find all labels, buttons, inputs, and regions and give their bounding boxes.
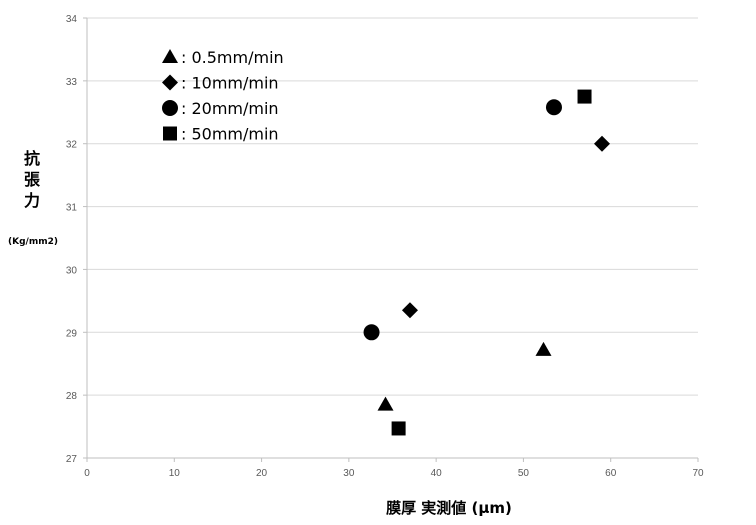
y-axis-title-char-2: 張	[24, 170, 41, 189]
y-tick-label-0: 27	[66, 454, 78, 465]
point-diamond-1	[401, 302, 418, 319]
x-tick-label-0: 0	[84, 468, 90, 479]
x-tick-labels: 0 10 20 30 40 50 60 70	[84, 468, 704, 479]
y-tick-label-4: 31	[66, 203, 78, 214]
point-circle-2	[545, 99, 562, 116]
point-square-2	[577, 89, 592, 104]
legend: : 0.5mm/min : 10mm/min : 20mm/min : 50mm/mi…	[162, 48, 284, 144]
y-tick-label-2: 29	[66, 328, 78, 339]
legend-marker-square	[163, 126, 177, 141]
gridlines	[83, 17, 699, 462]
x-tick-label-4: 40	[431, 468, 443, 479]
y-tick-label-6: 33	[66, 77, 78, 88]
point-square-1	[391, 421, 406, 436]
legend-label-1: : 0.5mm/min	[181, 48, 284, 67]
x-tick-label-6: 60	[605, 468, 617, 479]
x-tick-label-1: 10	[169, 468, 181, 479]
x-axis-title: 膜厚 実測値 (μm)	[386, 499, 512, 517]
y-tick-label-5: 32	[66, 140, 78, 151]
legend-marker-diamond	[162, 74, 178, 91]
y-tick-label-3: 30	[66, 265, 78, 276]
x-tick-label-2: 20	[256, 468, 268, 479]
y-tick-labels: 27 28 29 30 31 32 33 34	[66, 14, 78, 465]
y-axis-unit: (Kg/mm2)	[8, 237, 58, 247]
x-tick-label-5: 50	[518, 468, 530, 479]
y-tick-label-1: 28	[66, 391, 78, 402]
y-tick-label-7: 34	[66, 14, 78, 25]
legend-label-4: : 50mm/min	[181, 125, 279, 144]
data-points	[363, 89, 610, 436]
legend-marker-triangle	[162, 49, 178, 63]
y-axis-title-char-3: 力	[24, 191, 40, 210]
legend-label-3: : 20mm/min	[181, 99, 279, 118]
point-diamond-2	[593, 135, 610, 152]
legend-marker-circle	[162, 100, 178, 116]
y-axis-title-char-1: 抗	[24, 149, 40, 168]
point-triangle-1	[377, 396, 394, 411]
y-axis-title: 抗 張 力	[24, 149, 41, 210]
legend-label-2: : 10mm/min	[181, 74, 279, 93]
x-tick-label-7: 70	[692, 468, 704, 479]
point-circle-1	[363, 324, 380, 341]
x-tick-label-3: 30	[343, 468, 355, 479]
point-triangle-2	[535, 341, 552, 356]
